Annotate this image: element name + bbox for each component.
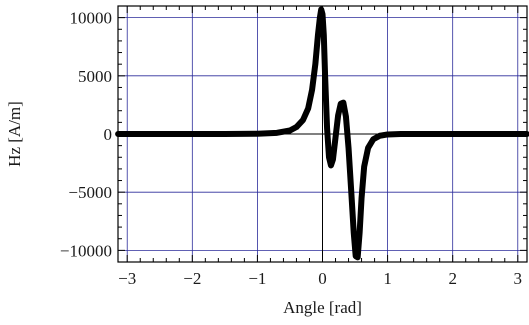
x-tick-label: 0 [318, 269, 327, 288]
x-tick-label: 3 [514, 269, 523, 288]
series-layer [115, 6, 529, 261]
x-tick-label: −2 [183, 269, 201, 288]
y-tick-label: −5000 [68, 183, 112, 202]
series-line [115, 6, 529, 261]
x-axis-title: Angle [rad] [283, 298, 362, 317]
x-tick-label: 1 [383, 269, 392, 288]
y-axis-title: Hz [A/m] [5, 101, 24, 167]
y-tick-label: 0 [104, 125, 113, 144]
x-tick-label: −1 [248, 269, 266, 288]
x-tick-label: −3 [118, 269, 136, 288]
x-tick-label: 2 [448, 269, 457, 288]
y-tick-label: −10000 [60, 241, 112, 260]
tick-marks [118, 5, 527, 263]
y-tick-label: 10000 [70, 9, 113, 28]
y-tick-label: 5000 [78, 67, 112, 86]
x-tick-labels: −3 −2 −1 0 1 2 3 [118, 269, 522, 288]
y-tick-labels: −10000 −5000 0 5000 10000 [60, 9, 112, 261]
